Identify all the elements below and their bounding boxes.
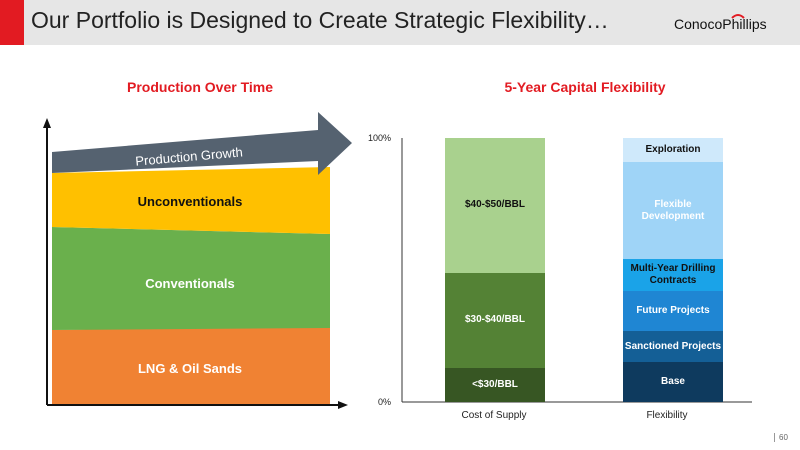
production-heading: Production Over Time [127, 79, 273, 95]
bar-segment: Base [623, 362, 723, 402]
bar-segment: $30-$40/BBL [445, 272, 545, 368]
band-lng-oil-sands [52, 326, 330, 405]
y-axis-arrowhead [43, 118, 51, 128]
band-unconventionals [52, 167, 330, 234]
category-label-cost-of-supply: Cost of Supply [461, 410, 527, 421]
band-label-conventionals: Conventionals [145, 276, 235, 291]
growth-arrow [52, 112, 352, 175]
band-label-lng-oil-sands: LNG & Oil Sands [137, 361, 242, 376]
bar-segment: Flexible Development [623, 161, 723, 260]
capital-heading: 5-Year Capital Flexibility [504, 79, 666, 95]
bar-segment: Sanctioned Projects [623, 330, 723, 363]
logo-text: ConocoPhillips [674, 16, 767, 32]
page-number: 60 [774, 433, 788, 442]
bar-segment: $40-$50/BBL [445, 138, 545, 273]
y-axis-bottom-label: 0% [378, 397, 392, 407]
bar-segment: <$30/BBL [445, 367, 545, 402]
bar-segment: Exploration [623, 138, 723, 162]
category-label-flexibility: Flexibility [646, 410, 688, 421]
bar-segment: Future Projects [623, 291, 723, 331]
slide-title: Our Portfolio is Designed to Create Stra… [31, 7, 609, 33]
accent-bar [0, 0, 24, 45]
band-label-unconventionals: Unconventionals [137, 194, 243, 209]
band-conventionals [52, 227, 330, 330]
bar-segment: Multi-Year Drilling Contracts [623, 259, 723, 292]
conocophillips-logo: ConocoPhillips [674, 14, 767, 32]
y-axis-top-label: 100% [368, 133, 392, 143]
x-axis-arrowhead [338, 401, 348, 409]
slide-header: Our Portfolio is Designed to Create Stra… [0, 0, 800, 45]
